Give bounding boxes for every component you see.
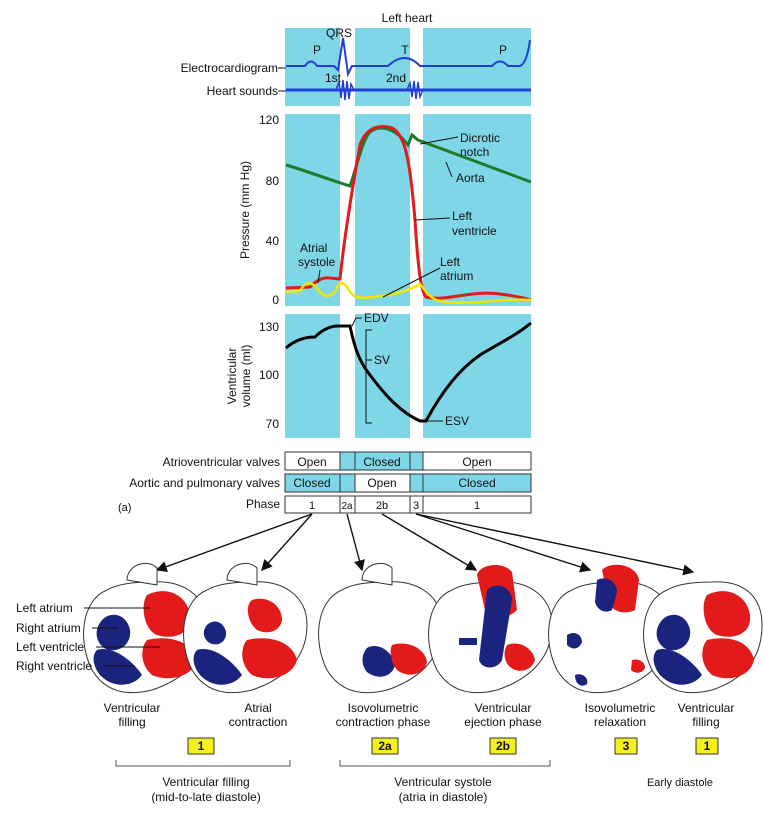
av-valves-label: Atrioventricular valves (163, 455, 280, 469)
semilunar-state-1: Closed (293, 476, 330, 490)
heart-sound-2nd: 2nd (386, 71, 406, 85)
pressure-axis-label: Pressure (mm Hg) (238, 161, 252, 259)
phase-box-1b: 1 (704, 739, 711, 753)
caption-ventricular-filling-1b: filling (118, 715, 145, 729)
heart-isovolumetric-relaxation (548, 564, 673, 694)
ventricular-volume-curve (285, 321, 532, 423)
heart-sounds-label: Heart sounds (207, 84, 278, 98)
dicrotic-notch-label-2: notch (460, 145, 489, 159)
heart-ventricular-filling-2 (643, 581, 763, 694)
chamber-labels: Left atrium Right atrium Left ventricle … (16, 601, 160, 673)
sv-label: SV (374, 353, 390, 367)
valve-table: Atrioventricular valves Open Closed Open… (118, 451, 532, 514)
phase-box-2b: 2b (496, 739, 510, 753)
phase-box-2a: 2a (378, 739, 392, 753)
av-state-3: Open (462, 455, 491, 469)
semilunar-state-3: Closed (458, 476, 495, 490)
phase-cell-1b: 1 (474, 500, 480, 512)
group-ventricular-filling: Ventricular filling (162, 775, 249, 789)
left-atrium-label-2: atrium (440, 269, 473, 283)
left-ventricle-curve (285, 125, 532, 302)
figure-title: Left heart (382, 11, 433, 25)
caption-isovolumetric-contraction: Isovolumetric (348, 701, 419, 715)
chamber-left-atrium: Left atrium (16, 601, 73, 615)
volume-tick-70: 70 (266, 417, 280, 431)
caption-ventricular-ejection: Ventricular (475, 701, 532, 715)
pressure-tick-80: 80 (266, 174, 280, 188)
heart-ventricular-ejection (428, 564, 553, 694)
dicrotic-notch-label-1: Dicrotic (460, 131, 500, 145)
av-state-2: Closed (363, 455, 400, 469)
ecg-panel: Electrocardiogram P QRS T P Heart sounds… (181, 26, 531, 106)
heart-isovolumetric-contraction (318, 562, 443, 694)
panel-label: (a) (118, 502, 131, 514)
chamber-right-atrium: Right atrium (16, 621, 81, 635)
phase-cell-3: 3 (413, 500, 419, 512)
caption-isovolumetric-contraction-b: contraction phase (336, 715, 431, 729)
phase-cell-2a: 2a (341, 501, 353, 512)
ecg-label: Electrocardiogram (181, 61, 278, 75)
volume-tick-130: 130 (259, 320, 279, 334)
phase-cell-1: 1 (309, 500, 315, 512)
phase-boxes: 1 2a 2b 3 1 (187, 737, 719, 755)
caption-ventricular-ejection-b: ejection phase (464, 715, 542, 729)
chamber-left-ventricle: Left ventricle (16, 640, 84, 654)
caption-isovolumetric-relaxation-b: relaxation (594, 715, 646, 729)
volume-panel: Ventricular volume (ml) 130 100 70 EDV S… (225, 311, 532, 438)
second-heart-sound (406, 80, 424, 100)
atrial-systole-label-1: Atrial (300, 241, 327, 255)
left-ventricle-label-2: ventricle (452, 224, 497, 238)
ecg-trace (286, 37, 531, 78)
phase-box-3: 3 (623, 739, 630, 753)
caption-atrial-contraction-b: contraction (229, 715, 288, 729)
atrial-systole-label-2: systole (298, 255, 336, 269)
phase-arrows (155, 513, 695, 576)
ecg-wave-p1: P (313, 43, 321, 57)
caption-atrial-contraction: Atrial (244, 701, 271, 715)
volume-axis-label-2: volume (ml) (239, 345, 253, 408)
phase-cell-2b: 2b (376, 500, 388, 512)
group-brackets (115, 760, 551, 767)
av-state-1: Open (297, 455, 326, 469)
esv-label: ESV (445, 414, 469, 428)
group-early-diastole: Early diastole (647, 777, 713, 789)
semilunar-valves-label: Aortic and pulmonary valves (129, 476, 280, 490)
caption-isovolumetric-relaxation: Isovolumetric (585, 701, 656, 715)
heart-atrial-contraction (183, 562, 308, 694)
aorta-label: Aorta (456, 171, 485, 185)
ecg-wave-t: T (401, 43, 409, 57)
pressure-tick-0: 0 (272, 293, 279, 307)
group-ventricular-filling-sub: (mid-to-late diastole) (151, 790, 260, 804)
heart-sound-1st: 1st (325, 71, 342, 85)
left-ventricle-label-1: Left (452, 209, 473, 223)
ecg-wave-p2: P (499, 43, 507, 57)
caption-ventricular-filling-1: Ventricular (104, 701, 161, 715)
volume-axis-label-1: Ventricular (225, 348, 239, 405)
pressure-tick-40: 40 (266, 234, 280, 248)
phase-label: Phase (246, 497, 280, 511)
left-atrium-label-1: Left (440, 255, 461, 269)
pressure-tick-120: 120 (259, 113, 279, 127)
first-heart-sound (335, 79, 355, 101)
heart-ventricular-filling (83, 562, 208, 694)
heart-captions: Ventricular filling Atrial contraction I… (104, 701, 735, 729)
phase-box-1: 1 (198, 739, 205, 753)
chamber-right-ventricle: Right ventricle (16, 659, 92, 673)
ecg-wave-qrs: QRS (326, 26, 352, 40)
left-atrium-curve (285, 281, 532, 304)
caption-ventricular-filling-2: Ventricular (678, 701, 735, 715)
edv-label: EDV (364, 311, 389, 325)
caption-ventricular-filling-2b: filling (692, 715, 719, 729)
semilunar-state-2: Open (367, 476, 396, 490)
volume-tick-100: 100 (259, 368, 279, 382)
group-ventricular-systole-sub: (atria in diastole) (399, 790, 488, 804)
group-ventricular-systole: Ventricular systole (394, 775, 492, 789)
pressure-panel: Pressure (mm Hg) 120 80 40 0 Dicrotic no… (238, 113, 532, 307)
